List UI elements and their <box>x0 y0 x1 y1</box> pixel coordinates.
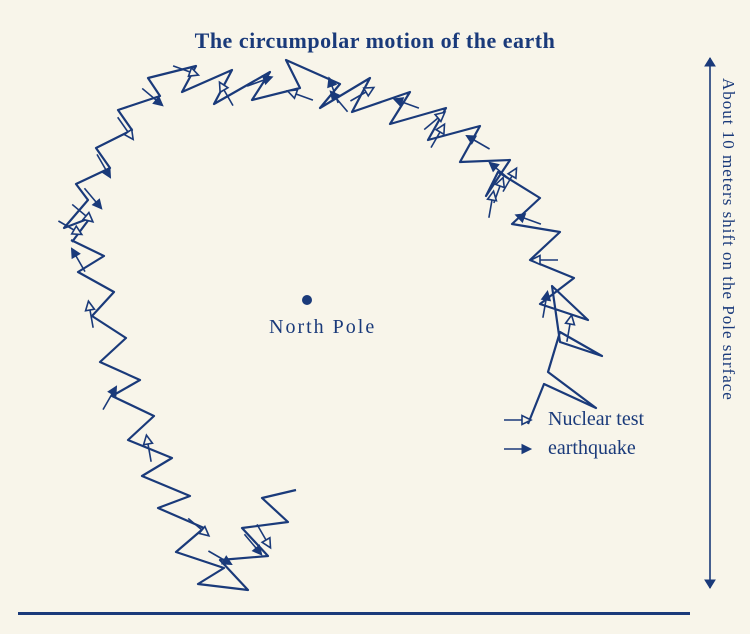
nuclear-test-marker <box>288 90 313 100</box>
scale-label: About 10 meters shift on the Pole surfac… <box>718 78 738 401</box>
nuclear-test-marker <box>188 518 209 535</box>
earthquake-marker <box>466 136 489 150</box>
legend-row-nuclear: Nuclear test <box>500 408 644 431</box>
north-pole-dot <box>302 295 312 305</box>
earthquake-icon <box>500 439 536 459</box>
nuclear-test-icon <box>500 410 536 430</box>
baseline-rule <box>18 612 690 615</box>
earthquake-marker <box>72 248 86 271</box>
earthquake-marker <box>208 551 231 565</box>
earthquake-marker <box>244 534 261 555</box>
legend-row-earthquake: earthquake <box>500 437 644 460</box>
nuclear-test-marker <box>488 191 497 218</box>
legend-label-nuclear: Nuclear test <box>548 408 644 431</box>
earthquake-marker <box>516 214 541 224</box>
legend: Nuclear test earthquake <box>500 408 644 466</box>
legend-label-earthquake: earthquake <box>548 437 636 460</box>
north-pole-label: North Pole <box>269 316 376 339</box>
nuclear-test-marker <box>257 524 271 547</box>
nuclear-test-marker <box>350 88 373 102</box>
